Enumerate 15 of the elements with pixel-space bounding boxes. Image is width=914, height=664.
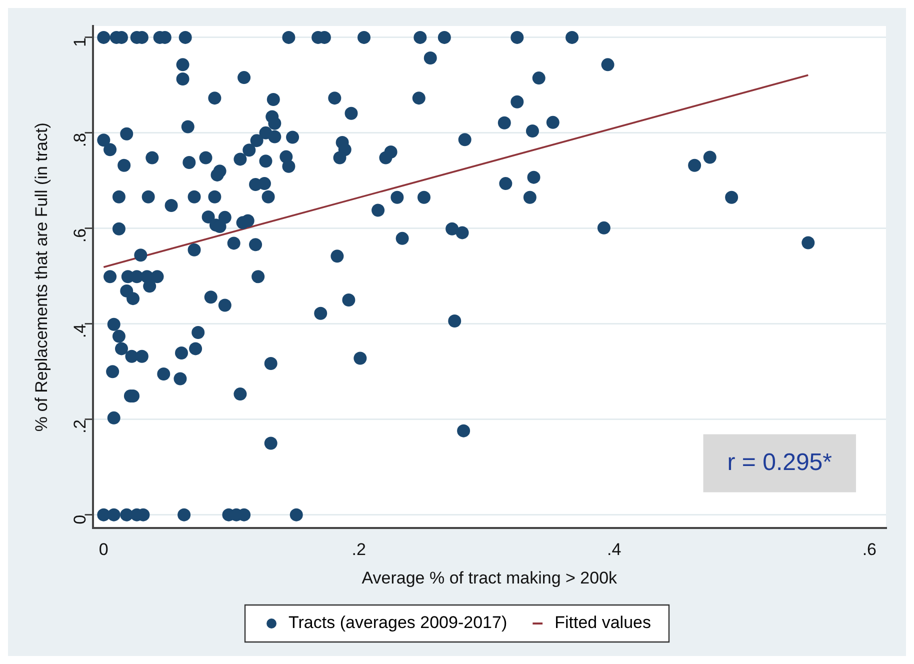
x-tick-label: .6 xyxy=(862,540,876,560)
y-tick-label: 1 xyxy=(70,37,90,47)
x-tick-label: .2 xyxy=(352,540,366,560)
y-tick-label: .8 xyxy=(70,132,90,148)
legend-label: Tracts (averages 2009-2017) xyxy=(288,613,508,632)
y-tick-label: 0 xyxy=(70,514,90,524)
legend-label: Fitted values xyxy=(554,613,651,632)
y-tick-label: .2 xyxy=(70,419,90,434)
annotation: r = 0.295* xyxy=(727,448,832,476)
y-axis-title: % of Replacements that are Full (in tract) xyxy=(32,122,51,432)
x-tick-label: 0 xyxy=(98,540,108,560)
x-axis-title: Average % of tract making > 200k xyxy=(362,568,618,588)
x-tick-label: .4 xyxy=(607,540,622,560)
y-tick-label: .4 xyxy=(70,324,90,338)
y-tick-label: .6 xyxy=(70,228,90,243)
